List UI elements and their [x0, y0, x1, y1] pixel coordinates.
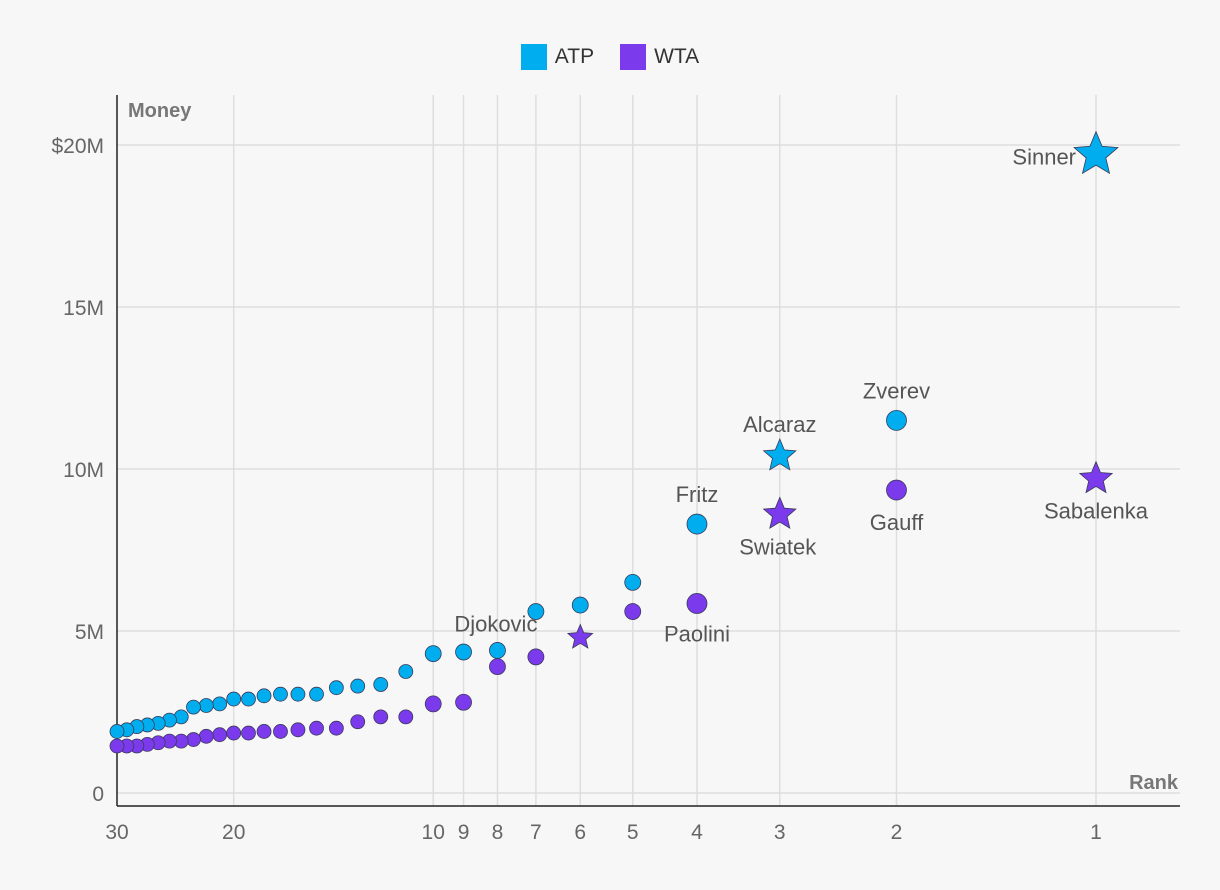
y-tick-label: $20M [51, 135, 104, 158]
point-label-sabalenka: Sabalenka [1044, 499, 1149, 524]
wta-point-rank-12 [373, 709, 389, 725]
y-tick-label: 15M [63, 297, 104, 320]
wta-point-rank-7 [527, 648, 545, 666]
legend-label-atp: ATP [554, 45, 595, 68]
point-label-zverev: Zverev [863, 378, 930, 403]
wta-point-rank-11 [398, 709, 414, 725]
atp-point-rank-14 [328, 680, 344, 696]
x-axis-title: Rank [1129, 772, 1179, 794]
wta-point-rank-15 [309, 720, 324, 736]
atp-point-rank-22 [198, 698, 214, 713]
x-tick-label: 9 [458, 821, 470, 844]
atp-point-rank-21 [212, 696, 228, 712]
legend-label-wta: WTA [654, 45, 700, 68]
wta-point-rank-13 [350, 714, 366, 730]
point-label-swiatek: Swiatek [739, 534, 817, 559]
wta-point-rank-16 [290, 722, 306, 738]
y-tick-label: 5M [75, 621, 104, 644]
x-tick-label: 30 [105, 821, 128, 844]
y-tick-label: 10M [63, 459, 104, 482]
y-axis-title: Money [128, 100, 192, 122]
x-tick-label: 6 [574, 821, 586, 844]
wta-point-rank-21 [212, 727, 228, 743]
wta-point-rank-20 [226, 725, 242, 741]
atp-point-rank-10 [424, 645, 442, 663]
point-label-paolini: Paolini [664, 621, 730, 646]
atp-point-rank-2 [886, 409, 907, 431]
x-tick-label: 10 [422, 821, 445, 844]
x-tick-label: 20 [222, 821, 245, 844]
atp-point-rank-17 [273, 686, 288, 702]
x-tick-label: 2 [891, 821, 903, 844]
point-label-alcaraz: Alcaraz [743, 412, 816, 437]
atp-star-rank-1 [1073, 130, 1119, 175]
x-tick-label: 3 [774, 821, 786, 844]
point-label-djokovic: Djokovic [454, 612, 537, 637]
atp-point-rank-15 [309, 686, 324, 702]
atp-star-rank-3 [762, 437, 797, 471]
legend-swatch-atp [520, 44, 547, 70]
wta-star-rank-6 [566, 623, 594, 649]
legend: ATP WTA [0, 44, 1220, 70]
legend-item-atp[interactable]: ATP [520, 44, 595, 70]
x-tick-label: 4 [691, 821, 703, 844]
wta-point-rank-5 [624, 603, 642, 620]
point-label-gauff: Gauff [870, 510, 924, 535]
wta-point-rank-9 [455, 693, 472, 711]
legend-swatch-wta [620, 44, 647, 70]
legend-item-wta[interactable]: WTA [620, 44, 699, 70]
atp-point-rank-30 [109, 724, 125, 739]
x-tick-label: 7 [530, 821, 542, 844]
x-tick-label: 8 [492, 821, 504, 844]
atp-point-rank-13 [350, 678, 366, 694]
wta-point-rank-30 [109, 738, 125, 754]
atp-point-rank-16 [290, 686, 306, 702]
y-tick-label: 0 [92, 783, 104, 806]
wta-point-rank-19 [241, 725, 256, 741]
atp-point-rank-5 [624, 574, 642, 591]
atp-point-rank-18 [256, 688, 272, 704]
wta-point-rank-10 [424, 695, 442, 713]
atp-point-rank-11 [398, 664, 414, 679]
atp-point-rank-6 [571, 596, 589, 614]
atp-point-rank-7 [527, 603, 545, 620]
atp-point-rank-9 [455, 643, 472, 661]
wta-star-rank-3 [762, 496, 797, 529]
wta-point-rank-17 [273, 724, 288, 739]
wta-star-rank-1 [1078, 460, 1114, 494]
wta-point-rank-2 [886, 479, 907, 501]
wta-point-rank-22 [198, 728, 214, 744]
wta-point-rank-8 [489, 658, 506, 676]
wta-point-rank-14 [328, 720, 344, 736]
point-label-sinner: Sinner [1012, 145, 1076, 170]
atp-point-rank-23 [186, 699, 201, 715]
wta-point-rank-23 [186, 732, 201, 747]
atp-point-rank-19 [241, 691, 256, 707]
atp-point-rank-12 [373, 677, 389, 692]
atp-point-rank-4 [686, 513, 708, 535]
wta-point-rank-18 [256, 724, 272, 739]
x-tick-label: 1 [1090, 821, 1102, 844]
x-tick-label: 5 [627, 821, 639, 844]
point-label-fritz: Fritz [676, 482, 719, 507]
atp-point-rank-20 [226, 691, 242, 707]
wta-point-rank-4 [686, 593, 708, 614]
atp-point-rank-8 [489, 642, 506, 659]
